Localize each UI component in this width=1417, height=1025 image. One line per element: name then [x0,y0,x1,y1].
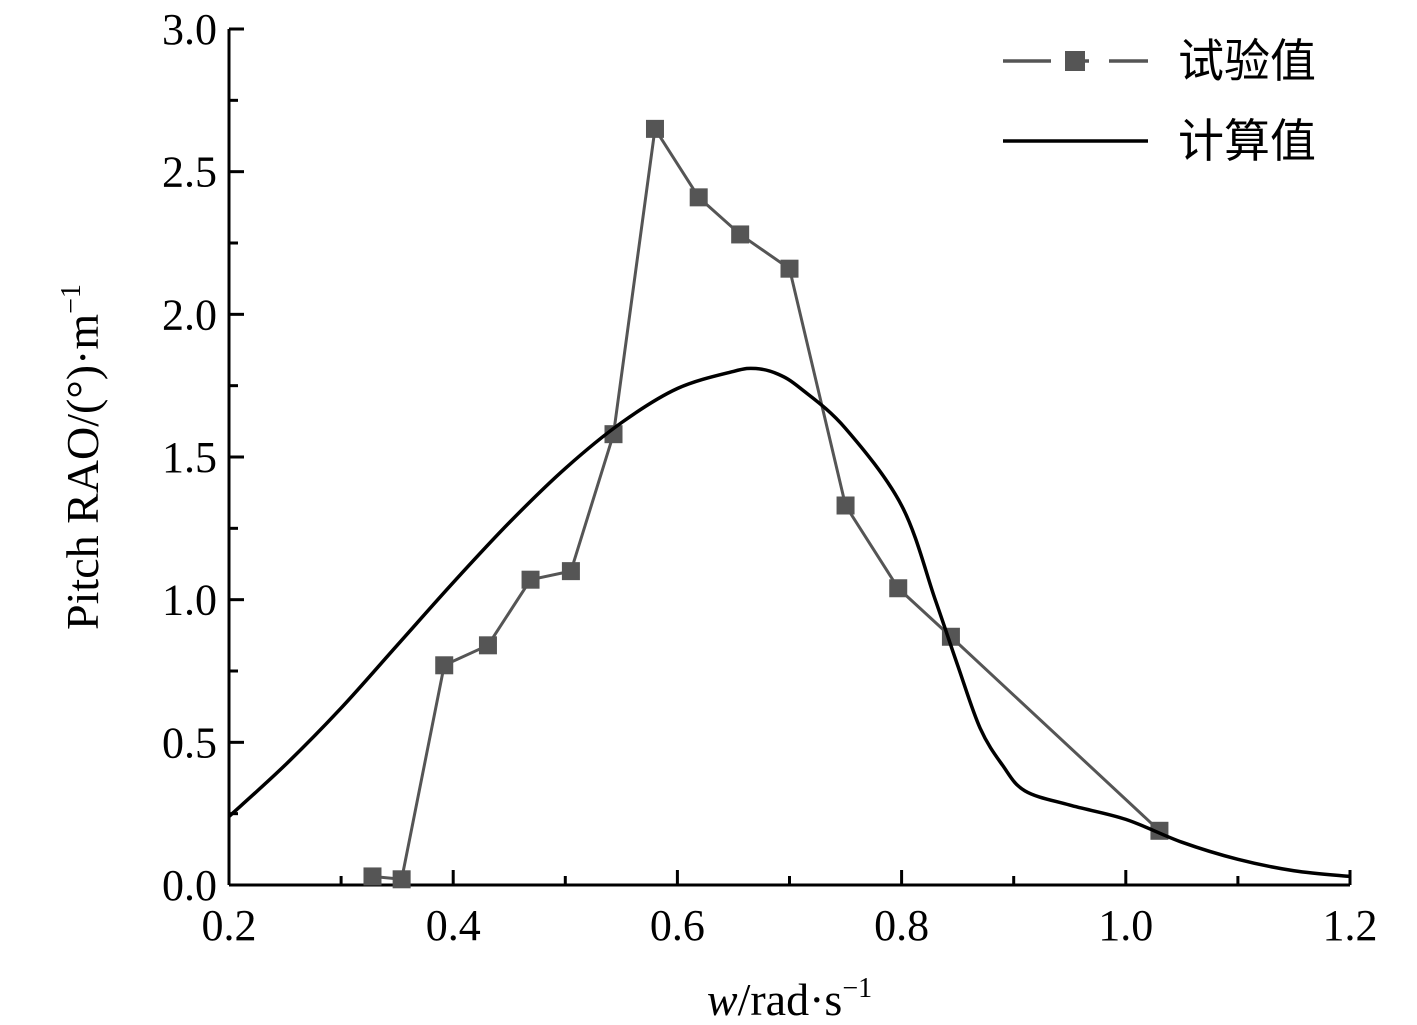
data-point-marker [645,119,664,138]
data-point-marker [521,570,540,589]
series-line-2 [227,366,1351,879]
x-tick-label: 1.2 [1323,901,1378,950]
data-point-marker [689,188,708,207]
y-tick-label: 1.0 [162,576,217,625]
legend-marker-sample [1065,51,1085,71]
y-tick-label: 3.0 [162,5,217,54]
data-point-marker [392,870,411,889]
legend-label: 计算值 [1178,114,1316,168]
x-tick-label: 0.6 [650,901,705,950]
data-point-marker [435,656,454,675]
data-point-marker [780,259,799,278]
x-tick-label: 0.4 [426,901,481,950]
x-tick-label: 1.0 [1098,901,1153,950]
y-tick-label: 2.0 [162,290,217,339]
y-tick-label: 2.5 [162,148,217,197]
data-point-marker [561,562,580,581]
y-axis-title: Pitch RAO/(°)·m−1 [56,284,108,630]
data-point-marker [604,425,623,444]
series-line-1 [372,127,1161,881]
axes: 0.2 0.4 0.6 0.8 1.0 1.2 0.0 0.5 1.0 1.5 2.0 2.5 3.0 w… [56,5,1378,1025]
data-point-marker [836,496,855,515]
series-layer [227,119,1351,889]
data-point-marker [363,867,382,886]
x-tick-label: 0.2 [202,901,257,950]
legend-label: 试验值 [1178,34,1316,88]
data-point-marker [478,636,497,655]
x-tick-label: 0.8 [874,901,929,950]
data-point-marker [889,579,908,598]
y-tick-label: 1.5 [162,433,217,482]
x-axis-title: w/rad·s−1 [707,973,872,1025]
y-tick-label: 0.5 [162,718,217,767]
y-tick-label: 0.0 [162,861,217,910]
data-point-marker [731,225,750,244]
